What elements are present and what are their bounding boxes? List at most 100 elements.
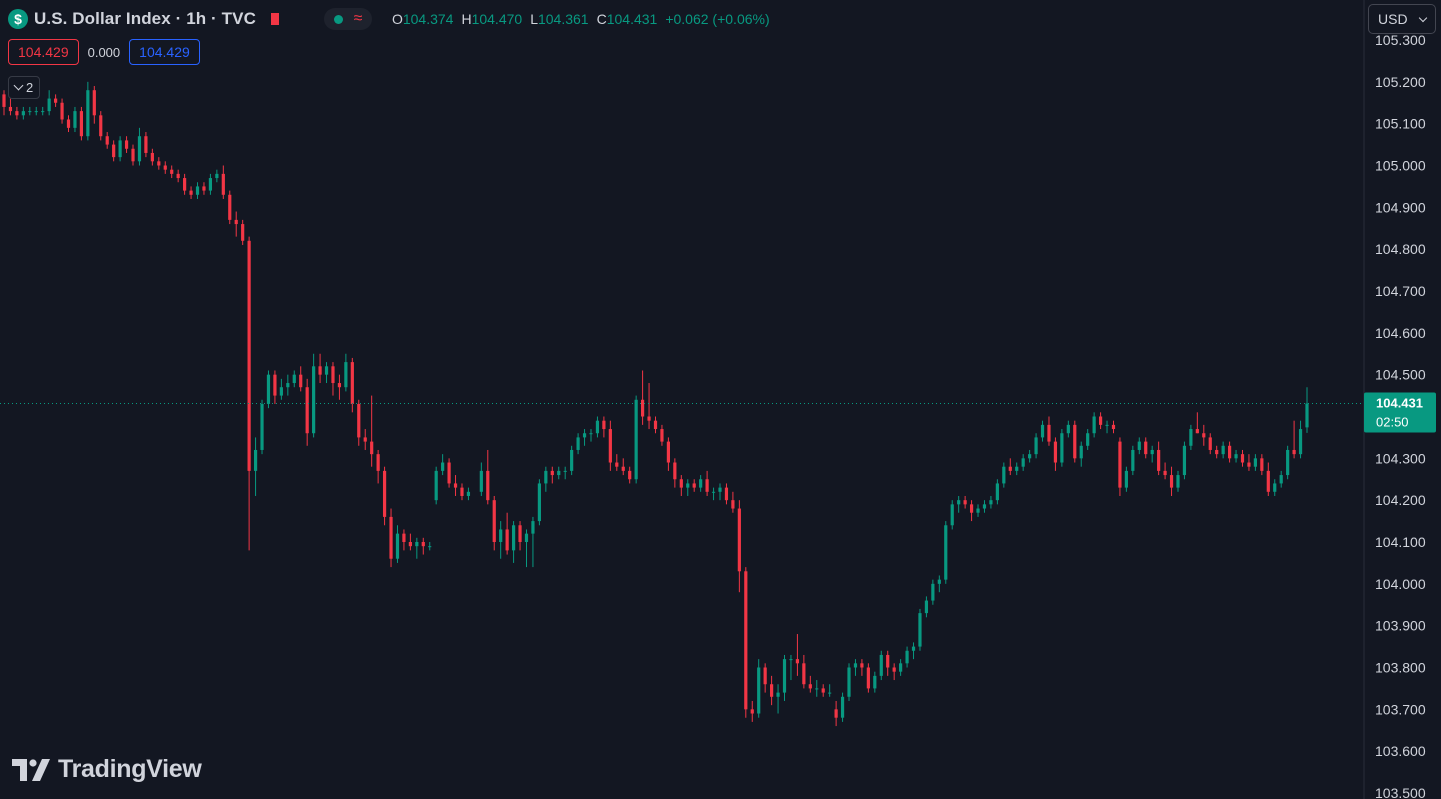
candle-body bbox=[1279, 475, 1283, 484]
price-axis-tick: 104.700 bbox=[1375, 283, 1426, 299]
candle-body bbox=[1247, 462, 1251, 467]
price-axis-tick: 104.100 bbox=[1375, 534, 1426, 550]
candle-body bbox=[518, 525, 522, 542]
candle-body bbox=[124, 140, 129, 149]
currency-select[interactable]: USD bbox=[1368, 4, 1436, 34]
spread-value: 0.000 bbox=[87, 44, 121, 60]
candle-body bbox=[1240, 454, 1245, 463]
candle-body bbox=[828, 692, 832, 694]
candle-body bbox=[492, 500, 496, 542]
candles bbox=[2, 81, 1309, 727]
candle-body bbox=[524, 533, 529, 542]
candle-body bbox=[131, 148, 135, 162]
buy-button[interactable]: 104.429 bbox=[129, 39, 200, 65]
candle-body bbox=[634, 399, 638, 480]
candle-body bbox=[260, 403, 264, 450]
last-price-tag-bg bbox=[1364, 392, 1436, 433]
candle-body bbox=[447, 462, 451, 484]
candle-body bbox=[1015, 466, 1019, 471]
candle-body bbox=[892, 667, 896, 672]
candle-body bbox=[1124, 470, 1128, 488]
price-axis-tick: 105.200 bbox=[1375, 74, 1426, 90]
dollar-icon: $ bbox=[8, 9, 28, 29]
candle-body bbox=[150, 152, 154, 162]
candle-body bbox=[170, 169, 174, 174]
candle-body bbox=[1111, 424, 1116, 430]
price-axis-tick: 104.900 bbox=[1375, 199, 1426, 215]
candle-body bbox=[1182, 445, 1187, 476]
candle-body bbox=[228, 194, 232, 220]
candle-body bbox=[253, 449, 258, 471]
candle-body bbox=[434, 470, 438, 501]
candle-body bbox=[1260, 458, 1264, 471]
candle-body bbox=[1234, 454, 1238, 459]
candle-body bbox=[34, 111, 38, 113]
candle-body bbox=[834, 709, 838, 718]
quote-panel: 104.429 0.000 104.429 bbox=[8, 39, 200, 65]
candle-body bbox=[699, 479, 703, 488]
candle-body bbox=[312, 366, 316, 434]
candle-body bbox=[324, 366, 329, 375]
candle-body bbox=[357, 403, 361, 438]
candle-body bbox=[905, 650, 909, 664]
candle-body bbox=[2, 94, 6, 107]
candle-body bbox=[582, 433, 587, 438]
candle-body bbox=[292, 374, 296, 384]
candle-body bbox=[879, 654, 883, 676]
price-axis-tick: 103.900 bbox=[1375, 618, 1426, 634]
candle-body bbox=[1253, 458, 1257, 467]
candle-body bbox=[1060, 433, 1064, 463]
candle-body bbox=[763, 667, 767, 685]
candle-body bbox=[202, 186, 206, 191]
price-axis-tick: 104.300 bbox=[1375, 450, 1426, 466]
tradingview-logo[interactable]: TradingView bbox=[12, 755, 202, 784]
candle-body bbox=[731, 500, 735, 509]
candle-body bbox=[1079, 445, 1083, 459]
candle-body bbox=[653, 420, 658, 430]
candle-body bbox=[344, 362, 348, 388]
candle-body bbox=[105, 136, 109, 145]
candle-body bbox=[15, 111, 19, 116]
candle-body bbox=[1066, 424, 1070, 434]
sell-button[interactable]: 104.429 bbox=[8, 39, 79, 65]
candle-body bbox=[144, 136, 148, 153]
candle-body bbox=[286, 383, 290, 388]
candle-body bbox=[537, 483, 541, 522]
candle-body bbox=[1150, 449, 1154, 455]
candle-body bbox=[711, 491, 716, 493]
last-price-label: 104.431 bbox=[1376, 396, 1423, 411]
price-axis-tick: 103.600 bbox=[1375, 743, 1426, 759]
candle-body bbox=[1202, 433, 1206, 438]
candle-body bbox=[183, 178, 187, 191]
candle-body bbox=[873, 675, 877, 689]
symbol-title[interactable]: U.S. Dollar Index · 1h · TVC bbox=[34, 9, 256, 28]
candle-body bbox=[112, 144, 116, 158]
price-axis-tick: 104.800 bbox=[1375, 241, 1426, 257]
price-axis-tick: 104.500 bbox=[1375, 367, 1426, 383]
ohlc-open: O104.374 bbox=[391, 11, 454, 27]
candle-body bbox=[266, 374, 271, 404]
indicators-toggle[interactable]: 2 bbox=[8, 76, 41, 99]
ohlc-change: +0.062 (+0.06%) bbox=[665, 11, 770, 27]
chart-header: $ U.S. Dollar Index · 1h · TVC ≈ O104.37… bbox=[8, 6, 770, 32]
candle-body bbox=[692, 483, 696, 488]
candle-body bbox=[92, 90, 96, 116]
candle-body bbox=[647, 416, 651, 421]
candle-body bbox=[1053, 441, 1058, 463]
candle-body bbox=[866, 667, 870, 689]
candle-body bbox=[441, 462, 445, 471]
candle-body bbox=[776, 692, 780, 697]
candle-body bbox=[557, 470, 561, 476]
candle-body bbox=[157, 161, 161, 166]
price-axis-tick: 103.800 bbox=[1375, 660, 1426, 676]
candle-body bbox=[305, 387, 309, 434]
candle-body bbox=[750, 709, 754, 714]
last-price-countdown: 02:50 bbox=[1376, 415, 1409, 430]
candle-body bbox=[1221, 445, 1225, 455]
market-status[interactable]: ≈ bbox=[323, 8, 372, 30]
candle-body bbox=[1131, 449, 1135, 471]
candle-body bbox=[234, 219, 238, 225]
flag-icon[interactable] bbox=[270, 12, 286, 26]
candle-body bbox=[1286, 449, 1290, 476]
